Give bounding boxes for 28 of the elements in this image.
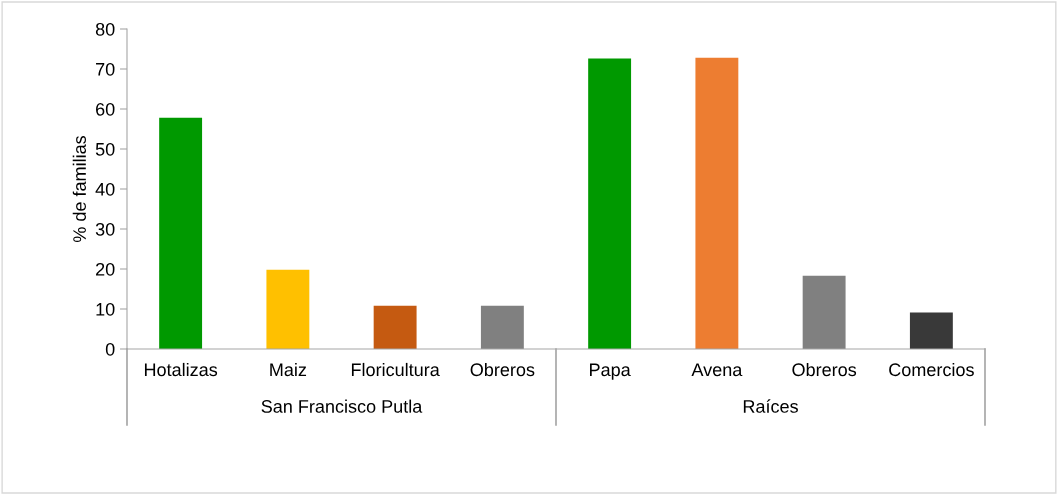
x-tick-label: Comercios [889,362,974,377]
text: San Francisco Putla [261,399,423,413]
text: Raíces [743,399,798,413]
y-tick-label: 10 [96,302,115,316]
y-tick-label: 80 [95,22,115,36]
y-tick-label: 60 [96,102,115,116]
y-tick-label: 0 [105,342,115,356]
y-tick-label: 30 [95,222,115,236]
x-tick-label: Maiz [270,362,307,377]
bar [480,305,524,349]
bar [802,275,846,349]
bar [909,312,953,349]
y-axis-title: % de familias [72,135,86,243]
x-tick-label: Papa [590,363,631,380]
x-tick-label: Avena [691,363,743,377]
x-tick-label: Hotalizas [144,362,218,377]
x-tick-label: Obreros [792,362,857,377]
x-tick-label: Floricultura [351,362,440,377]
y-tick-label: 70 [96,62,115,76]
bar [588,58,632,349]
y-tick-label: 20 [96,262,115,276]
x-tick-label: Obreros [470,362,535,377]
bar [373,305,417,349]
y-tick-label: 50 [95,142,115,156]
y-tick-label: 40 [95,182,115,196]
bar [266,269,310,349]
bar [695,57,739,349]
bar [159,117,203,349]
